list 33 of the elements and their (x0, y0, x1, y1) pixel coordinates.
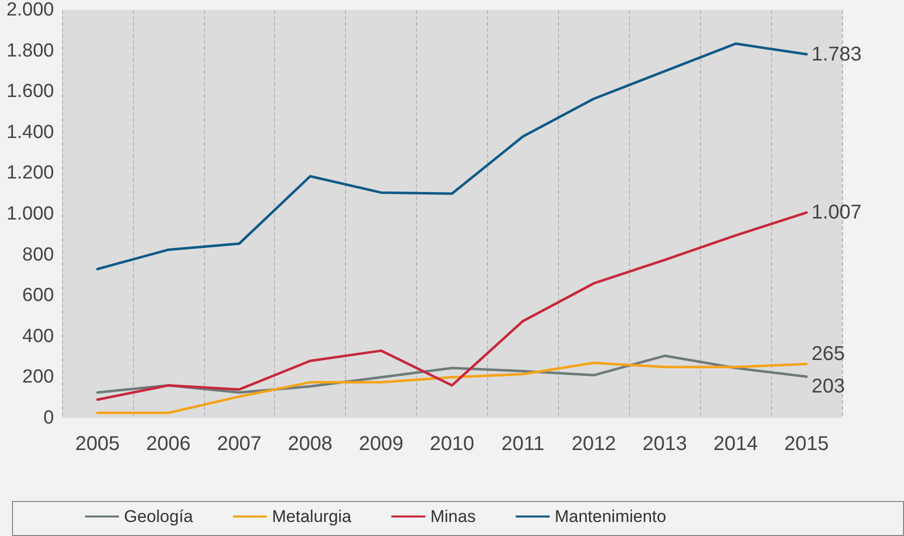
y-tick-label: 1.200 (6, 162, 54, 184)
data-label: 1.007 (812, 202, 862, 224)
y-tick-label: 0 (43, 408, 54, 428)
legend-label: Metalurgia (272, 507, 352, 526)
data-label: 265 (812, 342, 845, 365)
x-tick-label: 2013 (642, 433, 687, 455)
x-tick-label: 2009 (358, 433, 404, 455)
y-tick-label: 800 (22, 244, 54, 266)
x-tick-label: 2008 (288, 433, 332, 455)
line-series (96, 362, 808, 414)
x-tick-label: 2011 (501, 433, 544, 455)
legend-label: Mantenimiento (554, 507, 666, 526)
x-tick-label: 2015 (784, 433, 829, 455)
y-tick-label: 2.000 (6, 0, 54, 20)
legend-label: Geología (124, 507, 194, 526)
y-tick-label: 1.800 (6, 40, 54, 62)
x-tick-label: 2012 (572, 433, 616, 455)
y-tick-label: 600 (22, 285, 54, 306)
y-tick-label: 200 (22, 366, 54, 388)
y-tick-label: 400 (22, 326, 54, 347)
x-tick-label: 2006 (146, 433, 191, 455)
line-series (96, 211, 808, 401)
y-tick-label: 1.400 (6, 122, 54, 143)
line-series (96, 42, 808, 270)
x-tick-label: 2010 (430, 433, 474, 455)
legend-label: Minas (430, 507, 476, 526)
data-label: 203 (812, 376, 845, 398)
x-tick-label: 2005 (75, 433, 120, 455)
x-tick-label: 2007 (217, 433, 262, 455)
data-label: 1.783 (812, 43, 862, 66)
x-tick-label: 2014 (713, 433, 758, 455)
y-tick-label: 1.000 (6, 204, 54, 224)
y-tick-label: 1.600 (6, 81, 54, 102)
